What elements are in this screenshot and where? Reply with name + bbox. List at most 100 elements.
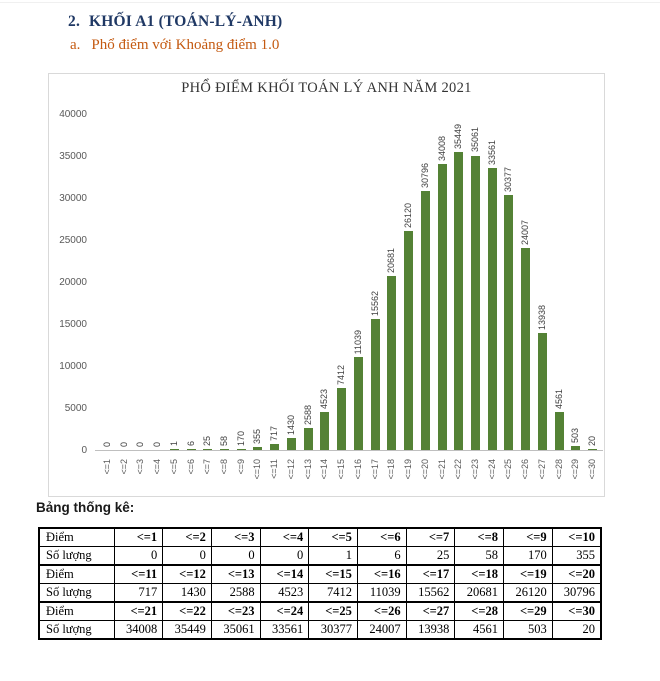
bar-slot: 15562 [367, 114, 384, 450]
bar [504, 194, 514, 450]
score-range-cell: <=16 [356, 564, 407, 584]
bar-value-label: 7412 [336, 364, 347, 385]
bar-slot: 6 [183, 114, 200, 450]
x-axis-line [95, 450, 603, 451]
bar-value-label: 170 [235, 430, 246, 446]
bar-value-label: 25 [202, 436, 213, 447]
count-cell: 24007 [356, 620, 407, 640]
bar-value-label: 0 [118, 441, 129, 447]
table-row-counts: Số lượng 34008 35449 35061 33561 30377 24007 13… [38, 620, 602, 640]
bar-slot: 355 [250, 114, 267, 450]
table-row-scores: Điểm <=11 <=12 <=13 <=14 <=15 <=16 <=17 <=18 <=19… [38, 564, 602, 584]
count-cell: 20 [551, 620, 602, 640]
bar-slot: 26120 [400, 114, 417, 450]
x-axis-tick-label: <=10 [252, 459, 263, 480]
bar-slot: 4561 [551, 114, 568, 450]
bar-value-label: 6 [185, 441, 196, 447]
score-range-cell: <=8 [454, 527, 504, 547]
x-axis-tick-label: <=24 [486, 459, 497, 480]
count-cell: 35061 [210, 620, 261, 640]
score-range-cell: <=4 [259, 527, 310, 547]
x-axis-tick-label: <=15 [336, 459, 347, 480]
bar-slot: 20 [584, 114, 601, 450]
bar [571, 445, 581, 450]
bar-value-label: 1 [168, 441, 179, 447]
section-number: 2. [68, 13, 81, 30]
bar [404, 230, 414, 450]
score-range-cell: <=13 [210, 564, 261, 584]
x-axis-tick-label: <=17 [369, 459, 380, 480]
score-range-cell: <=30 [551, 601, 602, 621]
x-axis-tick-label: <=20 [419, 459, 430, 480]
count-cell: 30796 [551, 583, 602, 603]
bar-value-label: 1430 [285, 414, 296, 435]
bar [320, 412, 330, 450]
row-label-cell: Số lượng [38, 546, 115, 566]
x-axis-tick-label: <=25 [503, 459, 514, 480]
bar [554, 411, 564, 450]
bar [470, 155, 480, 450]
count-cell: 58 [454, 546, 504, 566]
bar-value-label: 0 [152, 441, 163, 447]
bar-value-label: 30796 [419, 163, 430, 189]
x-axis-tick-label: <=18 [386, 459, 397, 480]
bar-slot: 0 [132, 114, 149, 450]
score-range-cell: <=9 [503, 527, 553, 547]
count-cell: 0 [162, 546, 212, 566]
x-axis-tick-label: <=14 [319, 459, 330, 480]
subsection-title: Phổ điểm với Khoảng điểm 1.0 [91, 37, 280, 53]
bar-value-label: 13938 [536, 304, 547, 330]
score-range-cell: <=15 [308, 564, 358, 584]
bar [537, 332, 547, 450]
bar [286, 438, 296, 450]
bar-value-label: 4523 [319, 388, 330, 410]
score-range-cell: <=17 [405, 564, 456, 584]
bar-value-label: 26120 [403, 202, 414, 228]
bar-slot: 58 [216, 114, 233, 450]
y-axis-tick-label: 5000 [64, 402, 87, 414]
count-cell: 2588 [210, 583, 261, 603]
bar-slot: 35061 [467, 114, 484, 450]
count-cell: 503 [503, 620, 553, 640]
x-axis-tick-label: <=4 [152, 459, 163, 475]
x-axis-tick-label: <=5 [168, 459, 179, 475]
y-axis-tick-label: 10000 [59, 360, 87, 372]
bar [370, 319, 380, 450]
table-caption: Bảng thống kê: [36, 500, 135, 515]
x-axis-tick-label: <=19 [403, 459, 414, 480]
section-heading: 2. KHỐI A1 (TOÁN-LÝ-ANH) [68, 13, 282, 31]
x-axis-tick-label: <=12 [285, 459, 296, 480]
x-axis-tick-label: <=2 [118, 459, 129, 475]
bar-slot: 2588 [300, 114, 317, 450]
bar [588, 449, 598, 450]
bar-slot: 4523 [317, 114, 334, 450]
subsection-heading: a. Phổ điểm với Khoảng điểm 1.0 [70, 37, 279, 54]
bar-slot: 20681 [383, 114, 400, 450]
count-cell: 13938 [405, 620, 456, 640]
bar-value-label: 33561 [486, 140, 497, 166]
x-axis-tick-label: <=11 [269, 459, 280, 479]
score-range-cell: <=7 [405, 527, 456, 547]
row-label-cell: Số lượng [38, 583, 115, 603]
count-cell: 25 [405, 546, 456, 566]
bar-slot: 503 [568, 114, 585, 450]
score-range-cell: <=11 [113, 564, 164, 584]
bar [521, 248, 531, 450]
x-axis-tick-label: <=16 [352, 459, 363, 480]
table-row-counts: Số lượng 717 1430 2588 4523 7412 11039 15562 206… [38, 583, 602, 603]
x-axis-tick-label: <=7 [202, 459, 213, 475]
plot-area: <=1 0 <=2 0 <=3 0 <=4 0 <=5 1 <=6 6 <=7 25 <=8 58 <=9 170… [99, 114, 601, 480]
x-axis-tick-label: <=8 [219, 459, 229, 475]
x-axis-tick-label: <=3 [135, 459, 146, 475]
score-range-cell: <=29 [503, 601, 553, 621]
bar-value-label: 0 [101, 441, 112, 447]
count-cell: 26120 [503, 583, 553, 603]
y-axis-tick-label: 15000 [59, 318, 87, 330]
page-top-divider [0, 2, 660, 3]
x-axis-tick-label: <=13 [302, 459, 313, 480]
count-cell: 11039 [356, 583, 407, 603]
x-axis-tick-label: <=26 [520, 459, 531, 480]
bar-value-label: 35449 [453, 124, 464, 150]
bar-slot: 0 [149, 114, 166, 450]
